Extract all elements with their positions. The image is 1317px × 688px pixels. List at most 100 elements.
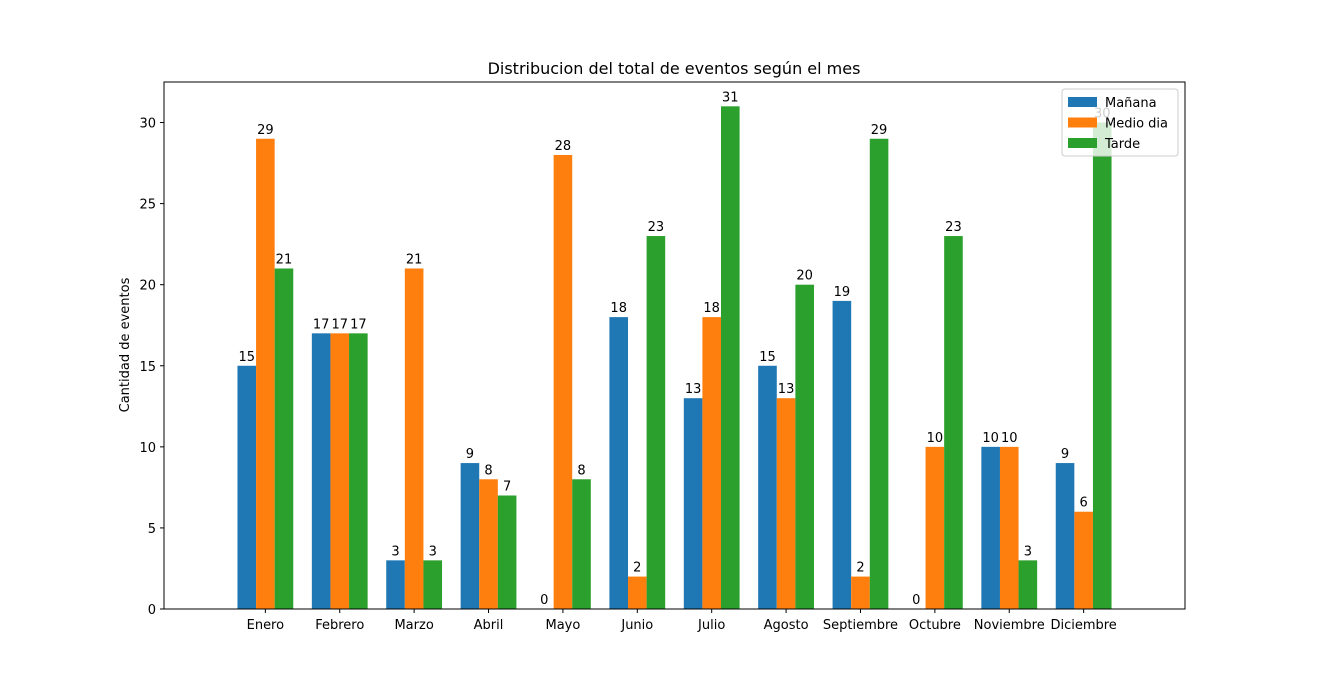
bar-value-label: 2 bbox=[856, 561, 864, 576]
bar-marzo-series-1 bbox=[386, 560, 405, 609]
bar-mayo-series-2 bbox=[553, 154, 573, 609]
bar-value-label: 13 bbox=[778, 382, 795, 397]
bar-septiembre-series-1 bbox=[832, 300, 852, 609]
bar-value-label: 29 bbox=[257, 123, 274, 138]
bar-value-label: 21 bbox=[276, 252, 293, 267]
bar-value-label: 7 bbox=[503, 479, 511, 494]
bar-value-label: 0 bbox=[540, 593, 548, 608]
bar-enero-series-1 bbox=[237, 365, 257, 609]
bar-value-label: 17 bbox=[313, 317, 330, 332]
bar-agosto-series-2 bbox=[776, 398, 796, 609]
y-tick-label: 30 bbox=[139, 117, 156, 132]
bar-value-label: 8 bbox=[484, 463, 492, 478]
y-tick-label: 10 bbox=[139, 441, 156, 456]
bar-diciembre-series-1 bbox=[1055, 463, 1075, 609]
bar-diciembre-series-2 bbox=[1074, 511, 1093, 609]
bar-value-label: 23 bbox=[648, 220, 665, 235]
bar-marzo-series-2 bbox=[404, 268, 424, 609]
y-tick-label: 25 bbox=[139, 198, 156, 213]
bar-value-label: 17 bbox=[331, 317, 348, 332]
legend-label: Medio dia bbox=[1105, 117, 1168, 132]
bar-junio-series-2 bbox=[628, 576, 647, 609]
bars-layer bbox=[237, 106, 1112, 610]
legend-swatch bbox=[1068, 97, 1097, 107]
y-tick-label: 0 bbox=[148, 603, 156, 618]
bar-enero-series-3 bbox=[274, 268, 294, 609]
bar-julio-series-2 bbox=[702, 317, 721, 609]
bar-value-label: 18 bbox=[703, 301, 720, 316]
bar-value-label: 9 bbox=[1061, 447, 1069, 462]
x-tick-label: Agosto bbox=[764, 618, 809, 633]
bar-value-label: 3 bbox=[429, 544, 437, 559]
plot-frame bbox=[163, 81, 1186, 610]
legend-swatch bbox=[1068, 138, 1097, 148]
bar-value-label: 10 bbox=[927, 431, 944, 446]
y-tick-label: 5 bbox=[148, 522, 156, 537]
bar-febrero-series-3 bbox=[349, 333, 368, 609]
legend: Mañana Medio dia Tarde bbox=[1061, 88, 1179, 157]
bar-value-label: 8 bbox=[577, 463, 585, 478]
x-tick-label: Marzo bbox=[394, 618, 433, 633]
bar-value-label: 9 bbox=[466, 447, 474, 462]
x-tick-label: Enero bbox=[247, 618, 285, 633]
bar-septiembre-series-3 bbox=[869, 138, 889, 609]
y-tick-label: 20 bbox=[139, 279, 156, 294]
bar-abril-series-3 bbox=[497, 495, 517, 609]
bar-value-label: 20 bbox=[796, 269, 813, 284]
bar-value-label: 10 bbox=[1001, 431, 1018, 446]
bar-abril-series-1 bbox=[460, 463, 480, 609]
chart-title: Distribucion del total de eventos según … bbox=[488, 59, 861, 78]
bar-value-label: 31 bbox=[722, 90, 739, 105]
bar-value-label: 18 bbox=[610, 301, 627, 316]
bar-junio-series-3 bbox=[646, 236, 666, 610]
bar-abril-series-2 bbox=[479, 479, 498, 609]
bar-marzo-series-3 bbox=[423, 560, 443, 609]
bar-value-label: 3 bbox=[1024, 544, 1032, 559]
bar-agosto-series-1 bbox=[758, 365, 777, 609]
bar-febrero-series-1 bbox=[311, 333, 331, 609]
bar-diciembre-series-3 bbox=[1092, 122, 1112, 609]
bar-value-label: 17 bbox=[350, 317, 367, 332]
legend-label: Tarde bbox=[1104, 137, 1140, 152]
x-tick-label: Junio bbox=[620, 618, 653, 633]
y-axis-label: Cantidad de eventos bbox=[118, 277, 133, 412]
x-tick-label: Septiembre bbox=[823, 618, 898, 633]
bar-value-label: 10 bbox=[982, 431, 999, 446]
bar-value-label: 23 bbox=[945, 220, 962, 235]
x-tick-label: Diciembre bbox=[1050, 618, 1116, 633]
x-tick-label: Noviembre bbox=[974, 618, 1045, 633]
bar-value-label: 15 bbox=[238, 350, 255, 365]
bar-value-label: 28 bbox=[555, 139, 572, 154]
bar-value-label: 6 bbox=[1079, 496, 1087, 511]
bar-noviembre-series-3 bbox=[1018, 560, 1038, 609]
bar-octubre-series-3 bbox=[944, 236, 963, 610]
bar-noviembre-series-2 bbox=[999, 446, 1019, 609]
bar-septiembre-series-2 bbox=[851, 576, 870, 609]
x-tick-label: Julio bbox=[697, 618, 725, 633]
legend-label: Mañana bbox=[1105, 96, 1157, 111]
bar-julio-series-1 bbox=[683, 398, 703, 609]
bar-value-label: 0 bbox=[912, 593, 920, 608]
x-tick-label: Mayo bbox=[545, 618, 580, 633]
x-tick-label: Febrero bbox=[315, 618, 364, 633]
bar-mayo-series-3 bbox=[572, 479, 591, 609]
legend-swatch bbox=[1068, 117, 1097, 128]
x-tick-label: Octubre bbox=[909, 618, 961, 633]
y-tick-label: 15 bbox=[139, 360, 156, 375]
bar-junio-series-1 bbox=[609, 317, 629, 609]
bar-value-label: 13 bbox=[685, 382, 702, 397]
bar-value-label: 19 bbox=[834, 285, 851, 300]
bar-value-label: 29 bbox=[871, 123, 888, 138]
bar-febrero-series-2 bbox=[330, 333, 350, 609]
bar-enero-series-2 bbox=[256, 138, 275, 609]
x-tick-label: Abril bbox=[474, 618, 504, 633]
bar-value-label: 3 bbox=[391, 544, 399, 559]
bar-value-label: 2 bbox=[633, 561, 641, 576]
bar-octubre-series-2 bbox=[925, 446, 945, 609]
bar-value-label: 21 bbox=[406, 252, 423, 267]
bar-value-label: 15 bbox=[759, 350, 776, 365]
